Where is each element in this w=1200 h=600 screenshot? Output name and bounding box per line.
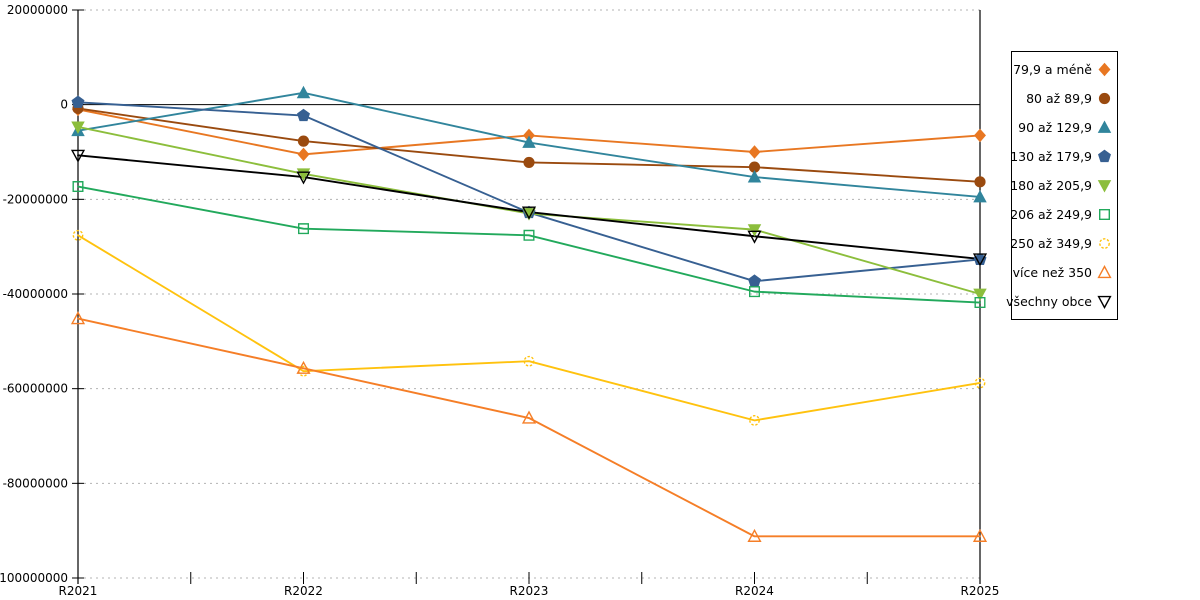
series-marker [297,147,310,162]
series-marker [297,135,310,147]
legend-item: všechny obce [1006,288,1112,314]
series-marker [296,85,311,99]
series-marker [1098,93,1111,105]
series-line [77,185,981,304]
series-marker [521,206,537,220]
y-axis-label: -80000000 [3,476,68,490]
series-marker [973,252,987,266]
x-axis-label: R2022 [284,584,323,598]
series-marker [748,145,761,159]
series-marker [1097,120,1112,134]
y-axis-label: -100000000 [0,571,68,585]
legend-item: 90 až 129,9 [1014,115,1112,141]
square-legend-marker-icon [1099,208,1110,220]
series-marker [296,360,311,374]
legend-item-label: více než 350 [1012,264,1092,280]
triangle-up-legend-marker-icon [1097,120,1112,134]
series-marker [298,223,309,235]
triangle-down-legend-marker-icon [1097,295,1112,309]
series-marker [522,135,536,148]
legend-item: 79,9 a méně [1013,57,1112,83]
legend-item-label: všechny obce [1006,293,1092,309]
series-marker [748,274,761,287]
series-marker [1097,264,1112,278]
series-marker [973,288,987,302]
x-axis-label: R2024 [735,584,774,598]
y-axis-label: -40000000 [3,287,68,301]
series-marker [523,156,535,169]
series-marker [1098,149,1111,163]
series-marker [749,286,760,298]
triangle-down-legend-marker-icon [1097,180,1112,193]
x-axis-label: R2025 [961,584,1000,598]
x-axis-label: R2023 [510,584,549,598]
series-marker [747,230,762,244]
legend-item: více než 350 [1012,259,1112,285]
legend-item: 130 až 179,9 [1010,144,1112,170]
series-marker [1097,295,1112,309]
series-marker [521,410,537,424]
diamond-legend-marker-icon [1098,63,1111,77]
legend-item-label: 80 až 89,9 [1026,91,1092,107]
series-marker [974,377,986,389]
triangle-up-legend-marker-icon [1097,264,1112,278]
series-marker [747,170,762,183]
legend-item-label: 79,9 a méně [1013,62,1092,78]
series-marker [70,149,86,163]
series-marker [70,311,86,325]
legend-item: 250 až 349,9 [1010,230,1112,256]
series-line [77,317,981,538]
series-marker [71,95,85,108]
legend-item-label: 250 až 349,9 [1010,235,1092,251]
series-marker [1097,180,1112,193]
circle-legend-marker-icon [1098,93,1111,105]
series-marker [749,414,760,426]
series-marker [1099,237,1110,249]
series-marker [72,181,84,193]
y-axis-label: -60000000 [3,382,68,396]
legend-item-label: 180 až 205,9 [1010,177,1092,193]
legend-item: 206 až 249,9 [1010,201,1112,227]
y-axis-label: 0 [60,98,68,112]
series-marker [972,528,988,542]
series-line [77,234,981,422]
series-marker [747,528,762,542]
legend-item-label: 206 až 249,9 [1010,206,1092,222]
legend-item: 180 až 205,9 [1010,172,1112,198]
series-marker [973,189,987,203]
series-marker [296,171,311,185]
y-axis-label: 20000000 [7,3,68,17]
series-marker [523,229,535,241]
series-marker [974,176,986,188]
circle-legend-marker-icon [1099,237,1110,249]
series-marker [72,229,84,241]
series-marker [1098,63,1111,77]
pentagon-legend-marker-icon [1098,149,1111,163]
legend: 79,9 a méně 80 až 89,9 90 až 129,9 130 až 1… [1006,51,1118,320]
series-marker [972,253,988,267]
y-axis-label: -20000000 [3,192,68,206]
x-axis-label: R2021 [59,584,98,598]
series-marker [1099,208,1110,220]
series-marker [747,224,762,237]
series-marker [71,121,85,134]
legend-item-label: 90 až 129,9 [1018,120,1092,136]
series-marker [974,297,986,309]
series-marker [523,355,535,367]
series-marker [297,108,310,122]
legend-item: 80 až 89,9 [1014,86,1112,112]
series-marker [974,128,986,143]
legend-item-label: 130 až 179,9 [1010,149,1092,165]
